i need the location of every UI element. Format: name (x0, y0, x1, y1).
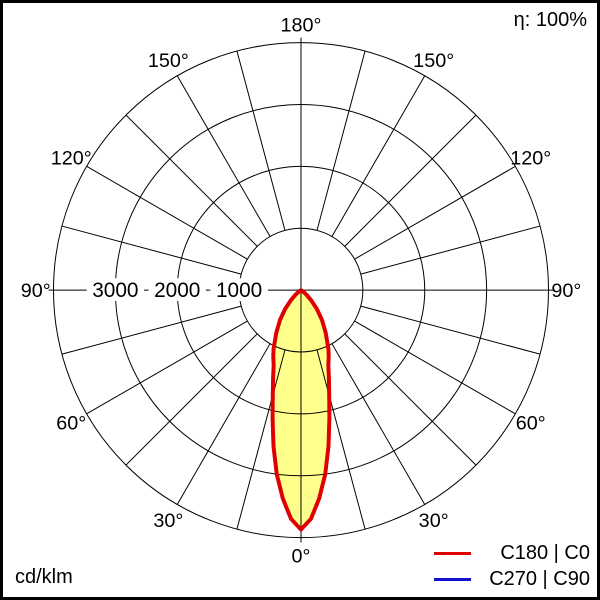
radial-label-bg (148, 278, 206, 301)
legend: C180 | C0 C270 | C90 (434, 542, 590, 590)
efficiency-label: η: 100% (513, 9, 587, 31)
angle-tick-label: 120° (51, 147, 92, 169)
grid-spoke (86, 320, 248, 415)
legend-item-c0: C180 | C0 (434, 542, 590, 564)
grid-spoke (354, 165, 516, 260)
grid-spoke (360, 225, 541, 275)
angle-tick-label: 0° (292, 545, 311, 567)
legend-item-c90: C270 | C90 (434, 568, 590, 590)
angle-tick-label: 150° (413, 50, 454, 72)
angle-tick-label: 60° (56, 413, 86, 435)
angle-tick-label: 30° (419, 510, 449, 532)
angle-tick-label: 120° (510, 147, 551, 169)
grid-spoke (176, 343, 271, 505)
angle-tick-label: 60° (516, 413, 546, 435)
grid-spoke (331, 75, 426, 237)
angle-tick-label: 90° (551, 280, 581, 302)
grid-spoke (125, 114, 258, 247)
grid-spoke (86, 165, 248, 260)
legend-line-c0-icon (434, 551, 471, 555)
grid-spoke (331, 343, 426, 505)
polar-chart: 3000 2000 1000 0° 30° 30° 60° 60° 90° 90° 120° 120°… (21, 15, 582, 568)
grid-spoke (344, 333, 477, 466)
grid-spoke (61, 305, 242, 355)
radial-tick-label: 2000 (154, 279, 200, 302)
grid-spoke (125, 333, 258, 466)
grid-spoke (354, 320, 516, 415)
units-label: cd/klm (15, 566, 73, 588)
grid-spoke (61, 225, 242, 275)
angle-tick-label: 30° (153, 510, 183, 532)
radial-tick-label: 1000 (216, 279, 262, 302)
angle-tick-label: 150° (148, 50, 189, 72)
legend-label-c90: C270 | C90 (489, 567, 590, 590)
radial-label-bg (210, 278, 268, 301)
grid-spoke (236, 50, 286, 231)
grid-spoke (316, 50, 366, 231)
curve-c180-c0 (270, 288, 332, 532)
radial-tick-label: 3000 (92, 279, 138, 302)
legend-line-c90-icon (434, 577, 471, 581)
grid-spoke (344, 114, 477, 247)
angle-tick-label: 180° (281, 15, 322, 37)
angle-tick-label: 90° (21, 280, 51, 302)
grid-spoke (236, 349, 286, 530)
legend-label-c0: C180 | C0 (500, 541, 590, 564)
grid-spoke (176, 75, 271, 237)
radial-label-bg (86, 278, 145, 301)
grid-spoke (360, 305, 541, 355)
grid-spoke (316, 349, 366, 530)
